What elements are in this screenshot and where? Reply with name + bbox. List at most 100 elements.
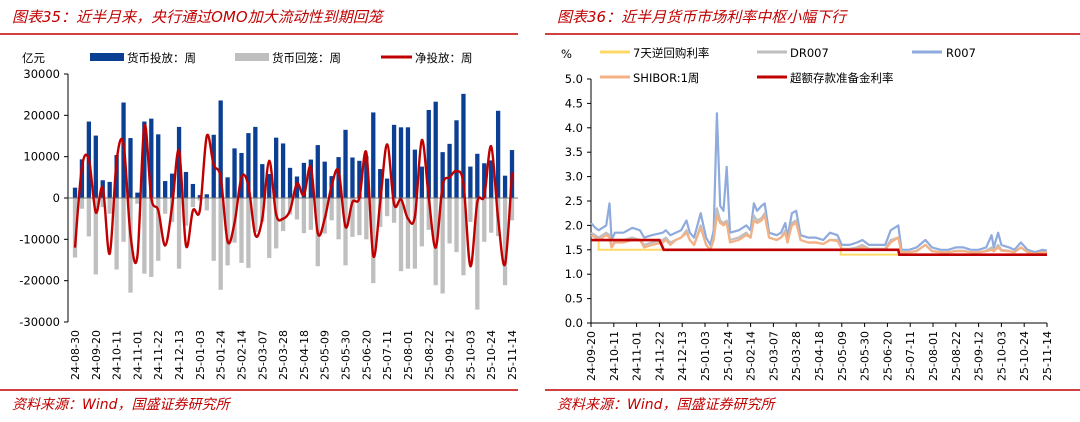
x-tick-label: 25-03-28: [277, 330, 290, 380]
bar-withdrawal: [509, 198, 515, 221]
bar-withdrawal: [482, 198, 487, 242]
y-tick-label: 3.0: [565, 170, 583, 184]
y-tick-label: 4.5: [565, 96, 583, 110]
legend: 7天逆回购利率 DR007 R007 SHIBOR:1周 超额存款准备金利率: [600, 46, 976, 85]
line-net: [73, 123, 514, 268]
x-tick-label: 24-09-20: [90, 330, 103, 380]
bar-injection: [384, 178, 390, 198]
bar-withdrawal: [475, 198, 480, 310]
bar-injection: [357, 160, 362, 198]
bar-injection: [232, 148, 237, 198]
bar-withdrawal: [294, 198, 300, 220]
legend-label-r007: R007: [946, 46, 976, 60]
bar-injection: [287, 167, 293, 198]
bar-withdrawal: [183, 198, 189, 226]
bar-injection: [308, 159, 313, 198]
bar-withdrawal: [142, 198, 147, 274]
bar-injection: [482, 163, 487, 198]
bar-injection: [301, 162, 307, 198]
line-shibor: [590, 214, 1047, 255]
bar-injection: [461, 93, 466, 198]
bar-withdrawal: [93, 198, 98, 275]
bar-injection: [502, 175, 508, 198]
chart-36-title: 图表36：近半月货币市场利率中枢小幅下行: [557, 8, 848, 26]
legend-label-shibor: SHIBOR:1周: [633, 71, 699, 85]
x-tick-label: 24-10-11: [111, 330, 124, 380]
bar-injection: [378, 169, 383, 198]
x-tick-label: 24-12-13: [676, 331, 689, 381]
bar-injection: [280, 143, 286, 198]
x-tick-label: 25-10-24: [1018, 331, 1031, 381]
y-tick-label: 2.5: [565, 194, 583, 208]
x-tick-label: 25-01-03: [194, 330, 207, 380]
bar-withdrawal: [128, 198, 133, 293]
x-tick-label: 25-04-18: [298, 330, 311, 380]
x-tick-label: 25-10-03: [464, 330, 477, 380]
y-tick-label: -10000: [19, 232, 60, 246]
bar-injection: [169, 173, 175, 198]
bar-injection: [114, 155, 119, 198]
y-tick-label: 0.0: [565, 316, 583, 330]
bar-injection: [267, 174, 272, 198]
chart-35-title: 图表35：近半月来，央行通过OMO加大流动性到期回笼: [12, 8, 385, 26]
y-tick-label: 0.5: [565, 292, 583, 306]
bar-injection: [142, 121, 147, 198]
y-tick-label: 3.5: [565, 145, 583, 159]
bar-withdrawal: [197, 198, 203, 201]
legend-label-withdrawal: 货币回笼：周: [272, 51, 341, 65]
bar-injection: [343, 129, 348, 198]
line-excess_reserve: [591, 238, 1047, 256]
bar-injection: [107, 181, 112, 198]
bar-injection: [426, 109, 431, 198]
bar-withdrawal: [350, 198, 355, 237]
bar-injection: [253, 126, 258, 198]
bar-withdrawal: [121, 198, 126, 242]
bar-injection: [163, 181, 168, 198]
x-tick-label: 25-01-24: [722, 331, 735, 381]
bar-injection: [246, 133, 251, 198]
x-tick-label: 25-08-22: [423, 330, 436, 380]
y-tick-label: 2.0: [565, 218, 583, 232]
bar-injection: [433, 101, 438, 198]
bar-withdrawal: [371, 198, 376, 284]
bar-withdrawal: [100, 198, 105, 208]
bar-withdrawal: [440, 198, 445, 294]
x-tick-label: 25-08-01: [402, 330, 415, 380]
y-tick-label: -30000: [19, 315, 60, 329]
bar-injection: [489, 160, 494, 198]
bar-withdrawal: [454, 198, 459, 253]
bar-withdrawal: [336, 198, 341, 240]
y-tick-label: 0: [53, 191, 60, 205]
line-r007: [590, 112, 1048, 254]
x-tick-label: 25-10-24: [485, 330, 498, 380]
bar-withdrawal: [391, 198, 397, 223]
chart-36: 图表36：近半月货币市场利率中枢小幅下行 % 7天逆回购利率 DR007 R00…: [545, 8, 1080, 413]
bar-injection: [440, 152, 445, 198]
bar-injection: [218, 100, 223, 198]
bar-injection: [315, 145, 320, 198]
x-tick-label: 25-10-03: [995, 331, 1008, 381]
plot-area: 5.0 4.5 4.0 3.5 3.0 2.5 2.0 1.5 1.0 0.5 0.024-09-2…: [565, 72, 1054, 381]
y-tick-label: 4.0: [565, 121, 583, 135]
bar-injection: [190, 183, 196, 198]
x-tick-label: 25-02-14: [235, 330, 248, 380]
x-tick-label: 25-08-01: [927, 331, 940, 381]
bar-withdrawal: [419, 198, 424, 247]
line-dr007: [590, 207, 1047, 255]
x-tick-label: 24-11-01: [131, 330, 144, 380]
legend-label-excess-reserve: 超额存款准备金利率: [790, 71, 894, 85]
bar-injection: [398, 127, 404, 198]
bar-injection: [412, 149, 418, 198]
bar-withdrawal: [176, 198, 182, 269]
bar-withdrawal: [364, 198, 369, 240]
bar-injection: [405, 127, 411, 198]
bar-withdrawal: [468, 198, 473, 222]
bar-injection: [156, 134, 161, 198]
bar-withdrawal: [211, 198, 216, 261]
x-tick-label: 25-07-11: [904, 331, 917, 381]
x-tick-label: 25-05-09: [319, 330, 332, 380]
y-unit-label: %: [561, 47, 572, 61]
bar-withdrawal: [72, 198, 78, 258]
bar-withdrawal: [156, 198, 161, 261]
bar-withdrawal: [412, 198, 418, 269]
